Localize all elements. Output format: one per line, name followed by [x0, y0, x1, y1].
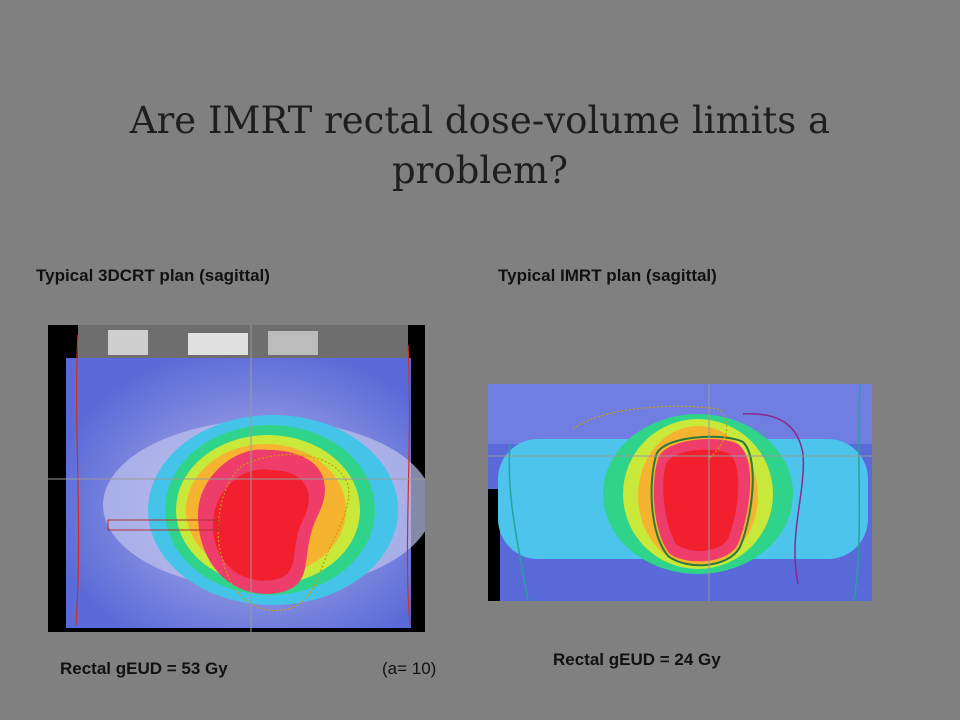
- left-plan-caption: Typical 3DCRT plan (sagittal): [36, 266, 270, 285]
- right-plan-caption: Typical IMRT plan (sagittal): [498, 266, 717, 285]
- slide-title: Are IMRT rectal dose-volume limits a pro…: [129, 99, 831, 192]
- left-rectal-geud: Rectal gEUD = 53 Gy: [60, 659, 228, 678]
- 3dcrt-dose-image: [48, 325, 425, 632]
- imrt-dose-image: [488, 384, 872, 601]
- alpha-note: (a= 10): [382, 659, 437, 678]
- right-rectal-geud: Rectal gEUD = 24 Gy: [553, 650, 721, 669]
